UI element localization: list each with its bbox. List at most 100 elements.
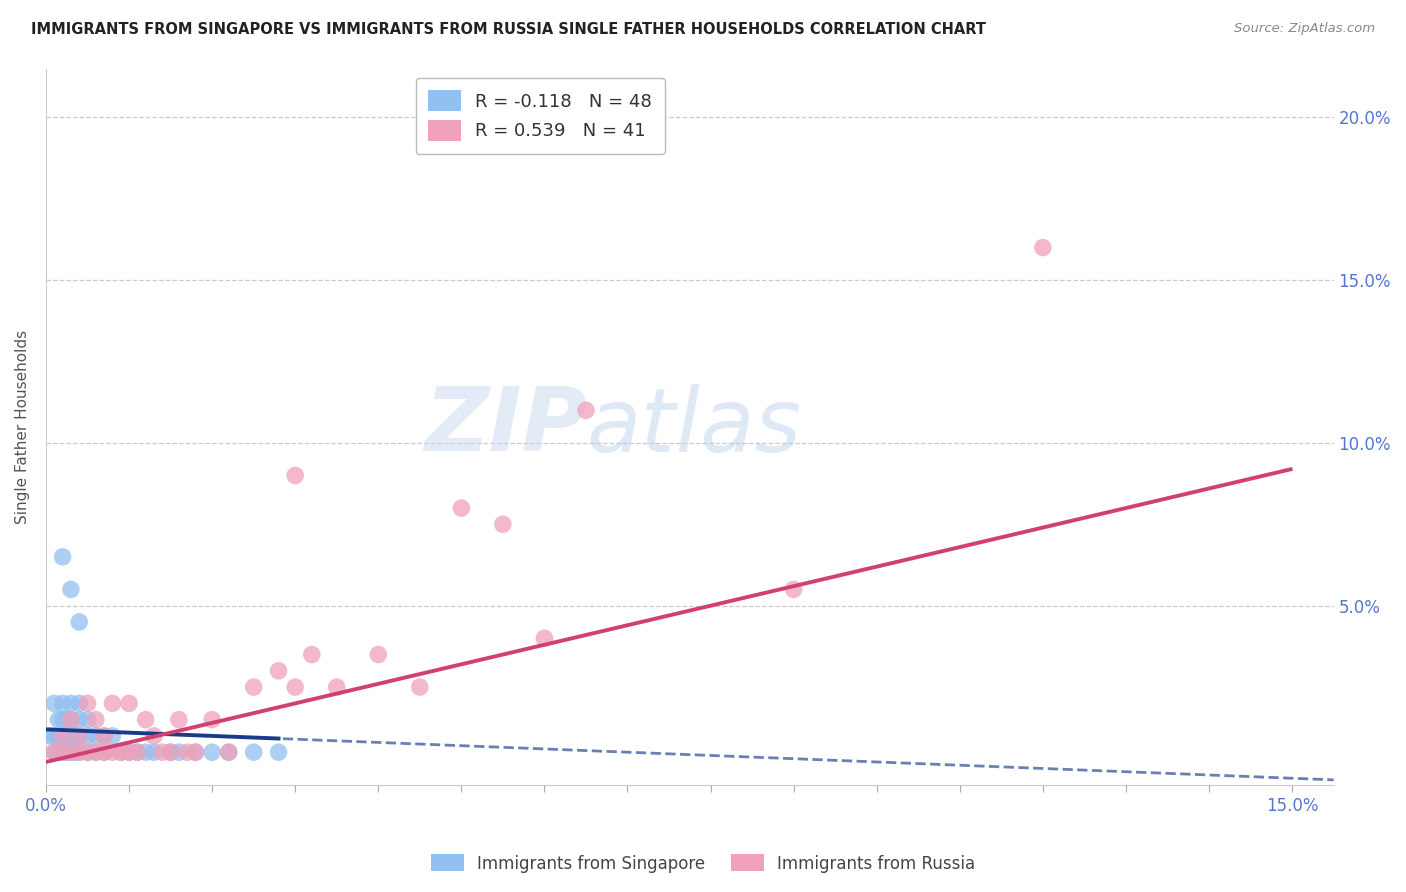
Point — [118, 745, 141, 759]
Point — [135, 745, 157, 759]
Point — [67, 745, 90, 759]
Point — [55, 745, 77, 759]
Point — [267, 664, 290, 678]
Point — [93, 745, 115, 759]
Point — [101, 697, 124, 711]
Point — [76, 697, 98, 711]
Point — [76, 713, 98, 727]
Point — [84, 745, 107, 759]
Point — [118, 745, 141, 759]
Text: Source: ZipAtlas.com: Source: ZipAtlas.com — [1234, 22, 1375, 36]
Point — [67, 745, 90, 759]
Point — [59, 729, 82, 743]
Point — [93, 729, 115, 743]
Point — [267, 745, 290, 759]
Point — [110, 745, 132, 759]
Point — [67, 729, 90, 743]
Point — [127, 745, 149, 759]
Point — [575, 403, 598, 417]
Point — [201, 745, 224, 759]
Point — [59, 745, 82, 759]
Point — [76, 745, 98, 759]
Point — [93, 745, 115, 759]
Point — [52, 549, 75, 564]
Point — [184, 745, 207, 759]
Point — [67, 713, 90, 727]
Point — [52, 729, 75, 743]
Point — [301, 648, 323, 662]
Point — [367, 648, 389, 662]
Point — [52, 729, 75, 743]
Point — [48, 729, 70, 743]
Point — [59, 745, 82, 759]
Point — [84, 713, 107, 727]
Point — [44, 729, 66, 743]
Point — [59, 713, 82, 727]
Point — [176, 745, 198, 759]
Text: ZIP: ZIP — [425, 384, 586, 470]
Point — [44, 697, 66, 711]
Point — [284, 468, 307, 483]
Point — [201, 713, 224, 727]
Point — [76, 745, 98, 759]
Point — [48, 713, 70, 727]
Point — [39, 729, 62, 743]
Point — [48, 745, 70, 759]
Point — [135, 713, 157, 727]
Point — [93, 729, 115, 743]
Point — [184, 745, 207, 759]
Point — [101, 729, 124, 743]
Point — [67, 729, 90, 743]
Point — [167, 745, 190, 759]
Point — [76, 729, 98, 743]
Point — [44, 745, 66, 759]
Point — [59, 697, 82, 711]
Point — [59, 582, 82, 597]
Point — [59, 713, 82, 727]
Legend: R = -0.118   N = 48, R = 0.539   N = 41: R = -0.118 N = 48, R = 0.539 N = 41 — [416, 78, 665, 153]
Point — [150, 745, 173, 759]
Text: IMMIGRANTS FROM SINGAPORE VS IMMIGRANTS FROM RUSSIA SINGLE FATHER HOUSEHOLDS COR: IMMIGRANTS FROM SINGAPORE VS IMMIGRANTS … — [31, 22, 986, 37]
Point — [55, 729, 77, 743]
Point — [84, 729, 107, 743]
Point — [44, 745, 66, 759]
Point — [127, 745, 149, 759]
Point — [143, 729, 166, 743]
Point — [52, 745, 75, 759]
Point — [450, 501, 472, 516]
Point — [325, 680, 347, 694]
Point — [67, 729, 90, 743]
Point — [52, 729, 75, 743]
Text: atlas: atlas — [586, 384, 801, 469]
Point — [159, 745, 181, 759]
Point — [52, 745, 75, 759]
Point — [63, 745, 86, 759]
Legend: Immigrants from Singapore, Immigrants from Russia: Immigrants from Singapore, Immigrants fr… — [425, 847, 981, 880]
Point — [218, 745, 240, 759]
Point — [242, 745, 264, 759]
Point — [59, 729, 82, 743]
Point — [218, 745, 240, 759]
Point — [67, 615, 90, 629]
Point — [52, 697, 75, 711]
Point — [1032, 241, 1054, 255]
Point — [143, 745, 166, 759]
Point — [101, 745, 124, 759]
Point — [110, 745, 132, 759]
Y-axis label: Single Father Households: Single Father Households — [15, 329, 30, 524]
Point — [242, 680, 264, 694]
Point — [492, 517, 515, 532]
Point — [159, 745, 181, 759]
Point — [167, 713, 190, 727]
Point — [63, 729, 86, 743]
Point — [284, 680, 307, 694]
Point — [118, 697, 141, 711]
Point — [409, 680, 432, 694]
Point — [84, 745, 107, 759]
Point — [52, 713, 75, 727]
Point — [59, 713, 82, 727]
Point — [67, 697, 90, 711]
Point — [533, 632, 555, 646]
Point — [782, 582, 804, 597]
Point — [55, 713, 77, 727]
